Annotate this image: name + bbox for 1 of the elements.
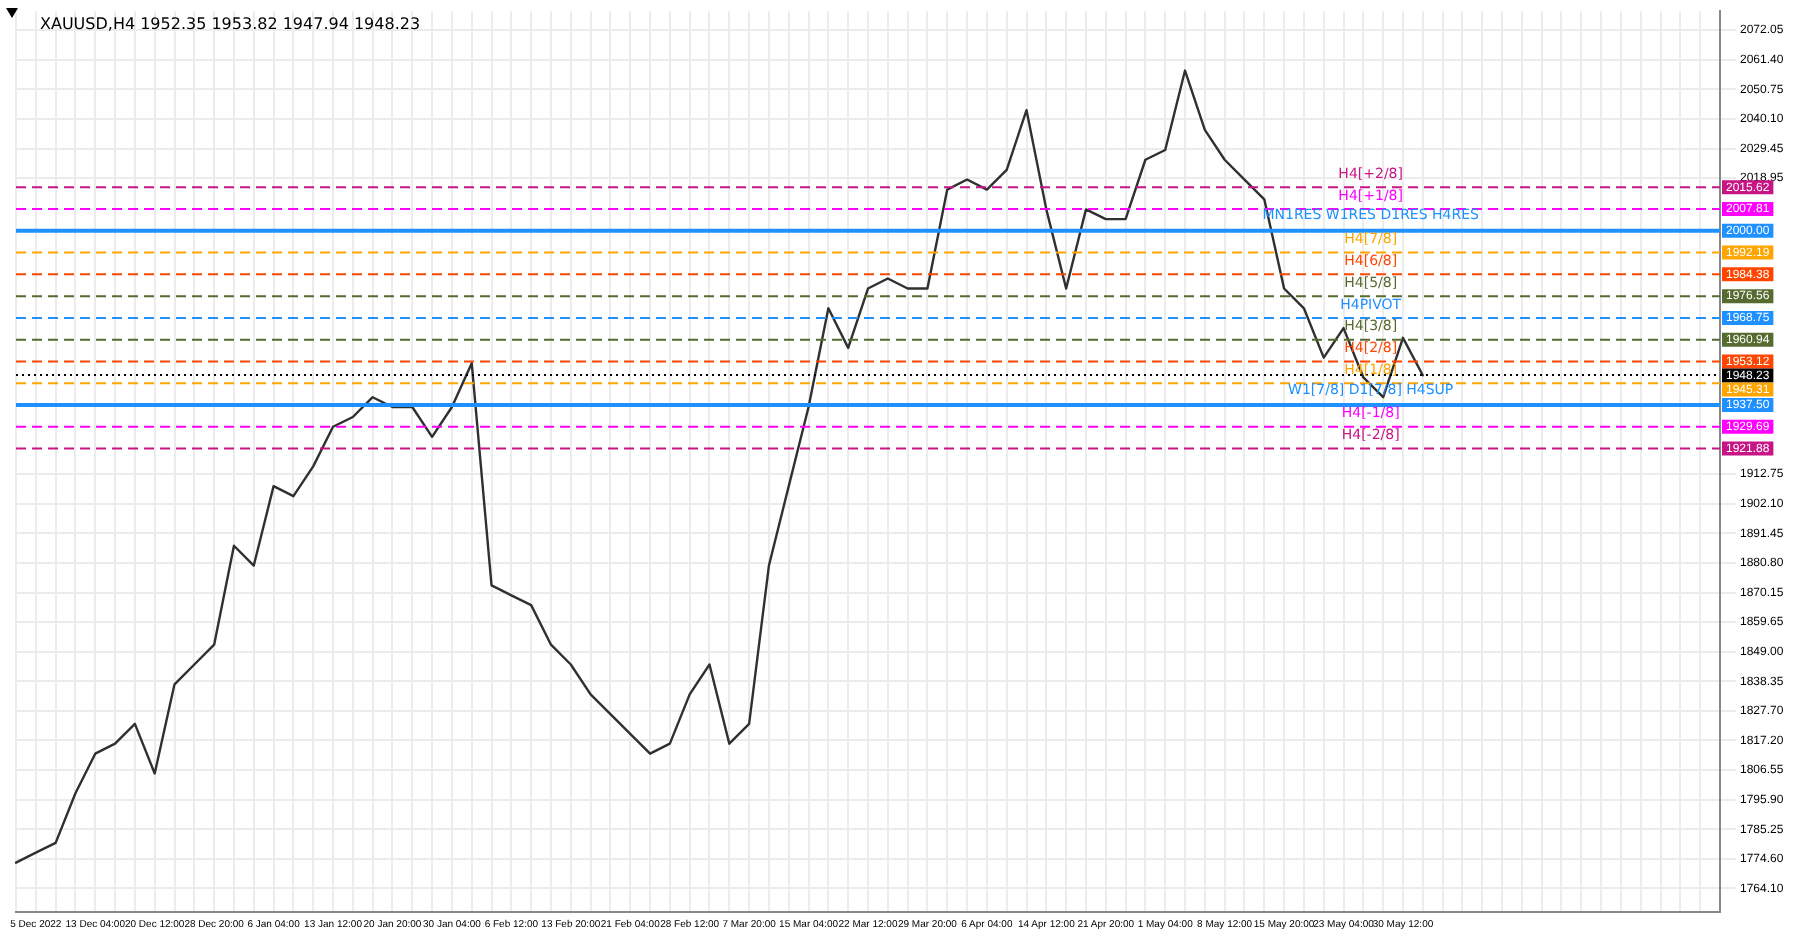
- chart-title: XAUUSD,H4 1952.35 1953.82 1947.94 1948.23: [40, 15, 421, 34]
